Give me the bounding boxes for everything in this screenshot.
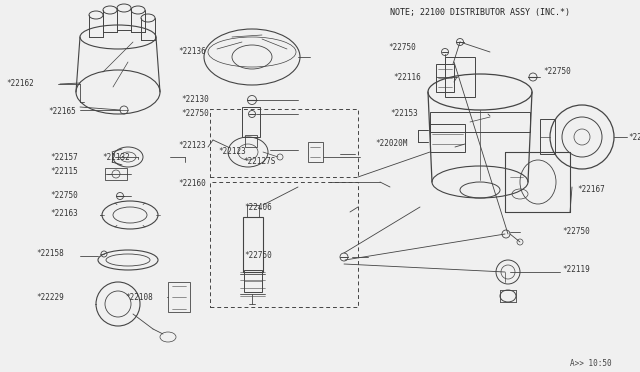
Bar (243, 217, 263, 272)
Text: *22153: *22153 (390, 109, 418, 119)
Text: *22127S: *22127S (243, 157, 275, 167)
Bar (210, 182, 358, 307)
Text: *22167: *22167 (577, 185, 605, 193)
Text: *22157: *22157 (50, 153, 77, 161)
Bar (245, 135, 257, 147)
Text: *22750: *22750 (50, 192, 77, 201)
Text: *22119: *22119 (562, 266, 589, 275)
Text: *22108: *22108 (125, 292, 153, 301)
Bar (168, 282, 190, 312)
Text: *22750: *22750 (562, 228, 589, 237)
Text: *22116: *22116 (393, 73, 420, 81)
Text: *22301: *22301 (628, 132, 640, 141)
Text: *22160: *22160 (178, 180, 205, 189)
Text: *22165: *22165 (48, 108, 76, 116)
Text: *22123: *22123 (218, 148, 246, 157)
Bar (445, 57, 475, 97)
Text: *22020M: *22020M (375, 140, 408, 148)
Text: *22158: *22158 (36, 250, 64, 259)
Text: *22750: *22750 (181, 109, 209, 119)
Bar (540, 119, 555, 154)
Text: NOTE; 22100 DISTRIBUTOR ASSY (INC.*): NOTE; 22100 DISTRIBUTOR ASSY (INC.*) (390, 7, 570, 16)
Bar (244, 270, 262, 292)
Bar (308, 142, 323, 162)
Bar (105, 168, 127, 180)
Text: *22229: *22229 (36, 292, 64, 301)
Bar (247, 205, 259, 217)
Text: *22132: *22132 (102, 153, 130, 161)
Text: A>> 10:50: A>> 10:50 (570, 359, 612, 369)
Bar (430, 112, 530, 132)
Text: *22123: *22123 (178, 141, 205, 150)
Bar (242, 107, 260, 137)
Text: *22406: *22406 (244, 202, 272, 212)
Text: *22750: *22750 (388, 42, 416, 51)
Text: *22130: *22130 (181, 96, 209, 105)
Bar (210, 109, 358, 177)
Text: *22750: *22750 (244, 250, 272, 260)
Bar (430, 124, 465, 152)
Text: *22162: *22162 (6, 80, 34, 89)
Text: *22163: *22163 (50, 209, 77, 218)
Text: *22115: *22115 (50, 167, 77, 176)
Text: *22750: *22750 (543, 67, 571, 77)
Bar (436, 64, 454, 92)
Text: *22136: *22136 (178, 48, 205, 57)
